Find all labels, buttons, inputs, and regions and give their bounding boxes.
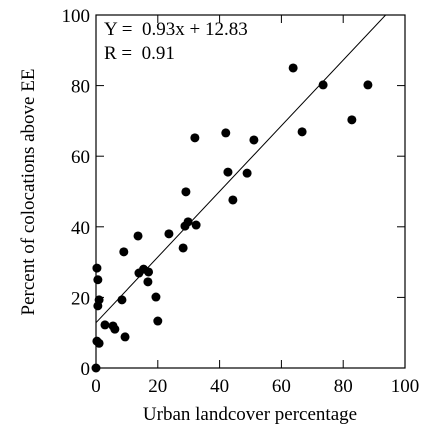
- y-tick-label: 80: [71, 77, 90, 98]
- point: [119, 247, 129, 257]
- x-tick-label: 0: [91, 376, 101, 397]
- point: [190, 133, 200, 143]
- x-tick-label: 20: [148, 376, 167, 397]
- point: [249, 135, 259, 145]
- y-tick-label: 100: [62, 6, 91, 27]
- point: [297, 127, 307, 137]
- point: [110, 324, 120, 334]
- point: [221, 128, 231, 138]
- point: [91, 363, 101, 373]
- point: [288, 63, 298, 73]
- annotation: Y = 0.93x + 12.83: [104, 19, 248, 40]
- point: [120, 332, 130, 342]
- point: [151, 292, 161, 302]
- point: [94, 338, 104, 348]
- fit-line: [95, 14, 386, 324]
- point: [133, 231, 143, 241]
- y-tick-label: 40: [71, 218, 90, 239]
- point: [117, 295, 127, 305]
- x-tick-label: 100: [391, 376, 420, 397]
- y-axis-label: Percent of colocations above EE: [18, 69, 39, 316]
- point: [228, 195, 238, 205]
- point: [93, 301, 103, 311]
- point: [153, 316, 163, 326]
- plot-frame: [95, 14, 406, 369]
- y-tick-label: 60: [71, 147, 90, 168]
- point: [93, 275, 103, 285]
- point: [143, 277, 153, 287]
- point: [242, 168, 252, 178]
- point: [181, 187, 191, 197]
- point: [223, 167, 233, 177]
- x-tick-label: 40: [210, 376, 229, 397]
- x-tick-label: 80: [334, 376, 353, 397]
- y-tick-label: 20: [71, 288, 90, 309]
- point: [92, 263, 102, 273]
- point: [144, 267, 154, 277]
- x-axis-label: Urban landcover percentage: [143, 404, 357, 425]
- annotation: R = 0.91: [104, 43, 175, 64]
- point: [178, 243, 188, 253]
- point: [363, 80, 373, 90]
- x-tick-label: 60: [272, 376, 291, 397]
- point: [347, 115, 357, 125]
- point: [191, 220, 201, 230]
- y-tick-label: 0: [81, 359, 91, 380]
- point: [100, 320, 110, 330]
- point: [183, 217, 193, 227]
- point: [164, 229, 174, 239]
- point: [318, 80, 328, 90]
